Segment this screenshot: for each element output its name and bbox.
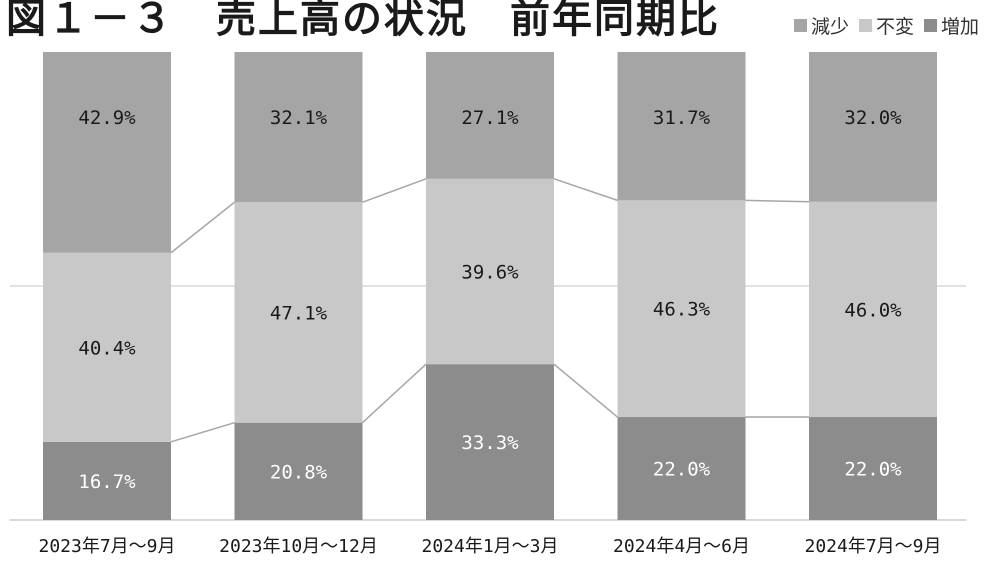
series-line-1-3 xyxy=(553,363,618,418)
data-label: 22.0% xyxy=(844,459,902,481)
bar-segment-1-3 xyxy=(426,364,554,520)
x-tick-label: 2023年10月～12月 xyxy=(219,536,378,557)
data-label: 32.0% xyxy=(844,107,902,129)
data-label: 39.6% xyxy=(461,261,519,283)
series-line-1-2 xyxy=(361,363,427,424)
legend-label: 不変 xyxy=(875,16,914,38)
data-label: 46.3% xyxy=(653,299,711,321)
bar-segment-1-1 xyxy=(43,441,171,520)
bar-segment-3-1 xyxy=(43,52,171,253)
legend-item: 増加 xyxy=(923,12,979,39)
legend-swatch xyxy=(793,19,807,32)
data-label: 42.9% xyxy=(78,107,136,129)
series-line-2-2 xyxy=(362,178,427,203)
series-line-2-1 xyxy=(170,201,235,254)
bar-segment-2-1 xyxy=(43,252,171,442)
chart-title: 図１－３ 売上高の状況 前年同期比 xyxy=(6,0,720,42)
bar-segment-3-4 xyxy=(617,52,746,201)
legend: 減少 不変 増加 xyxy=(793,12,979,39)
bar-segment-3-5 xyxy=(809,52,937,202)
data-label: 33.3% xyxy=(461,432,519,454)
legend-item: 減少 xyxy=(793,12,849,39)
data-label: 16.7% xyxy=(78,471,136,493)
bar-segment-2-5 xyxy=(809,201,937,418)
bar-segment-1-2 xyxy=(234,422,363,520)
data-label: 22.0% xyxy=(653,459,711,481)
bar-segment-1-4 xyxy=(617,417,746,520)
data-label: 20.8% xyxy=(270,461,328,483)
legend-label: 増加 xyxy=(940,16,979,38)
x-tick-label: 2024年4月～6月 xyxy=(613,536,750,557)
series-line-2-4 xyxy=(745,199,810,203)
bar-segment-3-2 xyxy=(234,52,363,203)
legend-swatch xyxy=(858,19,872,32)
bar-segment-2-3 xyxy=(426,178,554,365)
legend-swatch xyxy=(923,19,937,32)
bar-segment-2-2 xyxy=(234,202,363,423)
data-label: 31.7% xyxy=(653,107,711,129)
data-label: 40.4% xyxy=(78,337,136,359)
data-label: 27.1% xyxy=(461,107,519,129)
legend-item: 不変 xyxy=(858,12,914,39)
series-line-1-1 xyxy=(170,421,235,443)
x-tick-label: 2024年1月～3月 xyxy=(421,536,558,557)
bar-segment-2-4 xyxy=(617,200,746,418)
data-label: 32.1% xyxy=(270,107,328,129)
bar-segment-1-5 xyxy=(809,417,937,520)
data-label: 46.0% xyxy=(844,299,902,321)
bar-segment-3-3 xyxy=(426,52,554,179)
x-tick-label: 2023年7月～9月 xyxy=(38,536,175,557)
data-label: 47.1% xyxy=(270,302,328,324)
legend-label: 減少 xyxy=(810,16,849,38)
series-line-2-3 xyxy=(553,178,618,202)
x-tick-label: 2024年7月～9月 xyxy=(804,536,941,557)
